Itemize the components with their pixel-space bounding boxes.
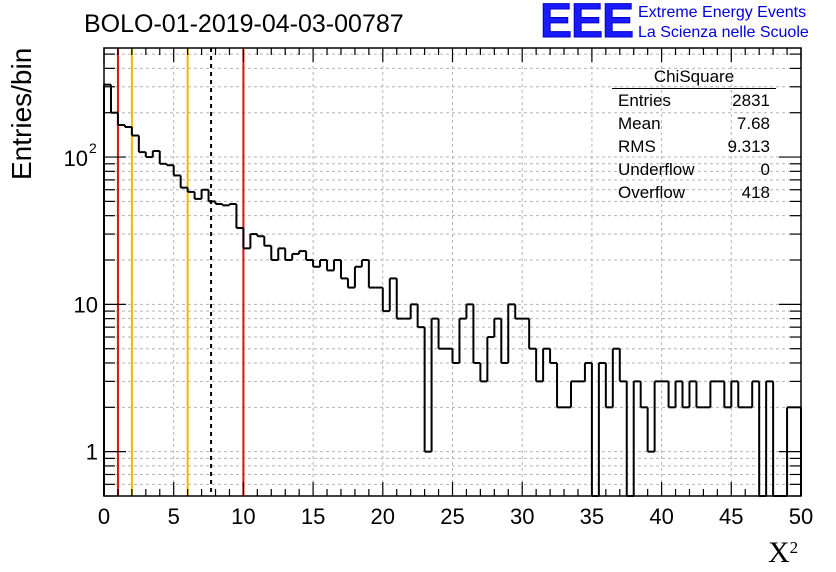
stats-label: Overflow [618,183,686,202]
x-tick-labels: 0 5 10 15 20 25 30 35 40 45 50 [98,504,813,529]
x-tick-label: 40 [649,504,673,529]
x-axis-label-superscript: 2 [789,538,799,557]
stats-label: Underflow [618,160,695,179]
stats-value: 2831 [732,91,770,110]
logo-line-2: La Scienza nelle Scuole [638,24,809,41]
stats-row-mean: Mean 7.68 [610,112,778,135]
y-tick-label: 10 [64,146,88,171]
x-tick-label: 25 [440,504,464,529]
logo-line-1: Extreme Energy Events [638,4,807,21]
x-tick-label: 45 [719,504,743,529]
logo-mark: EEE [539,0,634,49]
stats-label: Entries [618,91,671,110]
x-tick-label: 10 [231,504,255,529]
stats-title: ChiSquare [612,66,776,89]
stats-value: 0 [760,160,770,179]
y-tick-label: 1 [86,440,98,465]
stats-value: 9.313 [727,137,770,156]
stats-row-overflow: Overflow 418 [610,181,778,204]
stats-row-entries: Entries 2831 [610,89,778,112]
stats-value: 418 [741,183,770,202]
grid-lines [104,48,801,496]
x-tick-label: 30 [510,504,534,529]
x-tick-label: 5 [168,504,180,529]
stats-row-underflow: Underflow 0 [610,158,778,181]
y-tick-label-exponent: 2 [89,140,97,156]
x-tick-label: 15 [301,504,325,529]
x-tick-label: 0 [98,504,110,529]
x-tick-label: 50 [789,504,813,529]
stats-box: ChiSquare Entries 2831 Mean 7.68 RMS 9.3… [610,66,778,204]
stats-row-rms: RMS 9.313 [610,135,778,158]
stats-label: RMS [618,137,656,156]
plot-title: BOLO-01-2019-04-03-00787 [84,10,404,38]
stats-label: Mean [618,114,661,133]
reference-lines [116,48,245,496]
y-tick-label: 10 [74,292,98,317]
x-axis-label: X2 [768,536,798,570]
axis-ticks [103,48,802,497]
x-tick-label: 20 [371,504,395,529]
x-tick-label: 35 [580,504,604,529]
stats-value: 7.68 [736,114,770,133]
y-axis-label: Entries/bin [6,47,37,180]
x-axis-label-base: X [768,536,790,569]
